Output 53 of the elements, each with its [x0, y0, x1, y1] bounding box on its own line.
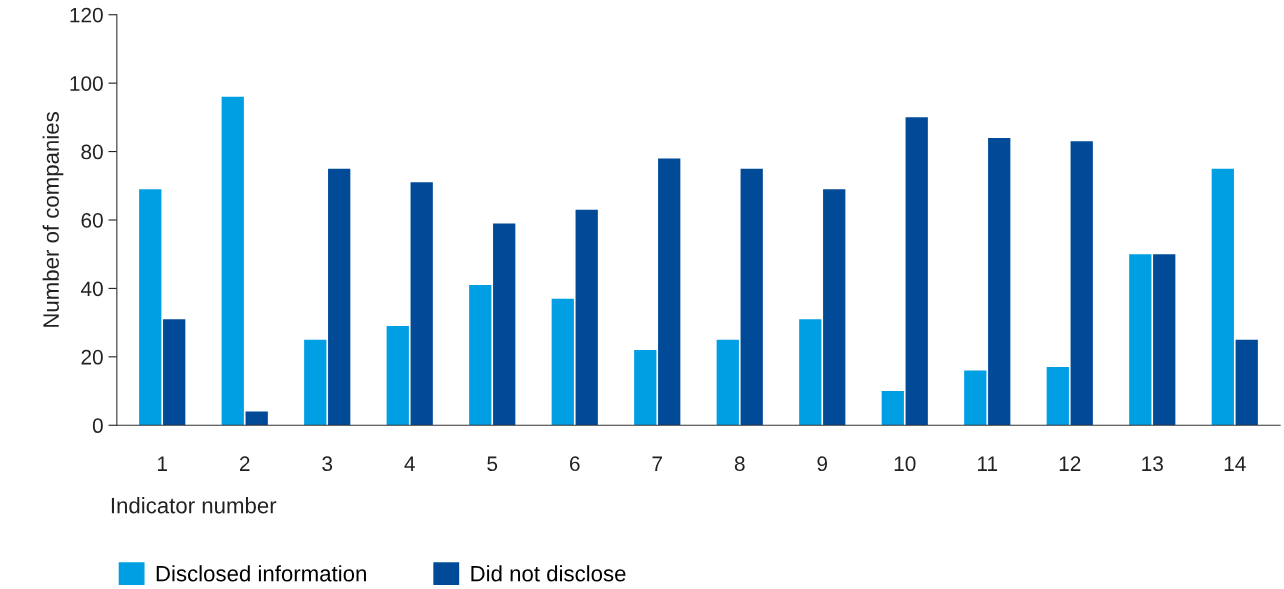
bar	[304, 339, 327, 426]
y-tick-label: 120	[70, 7, 103, 23]
x-tick-label: 13	[1142, 456, 1163, 472]
bar	[575, 209, 598, 426]
x-tick-label: 3	[322, 456, 333, 472]
x-tick-label: 12	[1059, 456, 1081, 471]
bar	[221, 96, 244, 426]
legend-label: Disclosed information	[156, 565, 366, 582]
bar	[881, 391, 904, 426]
bar	[823, 189, 846, 426]
x-tick-label: 14	[1224, 456, 1246, 471]
x-tick-label: 1	[158, 456, 167, 471]
x-tick-label: 8	[734, 456, 745, 472]
bar	[658, 158, 681, 426]
bar	[1046, 367, 1069, 426]
x-tick-label: 4	[404, 456, 415, 471]
bar	[1235, 339, 1258, 426]
x-axis-title: Indicator number	[111, 497, 277, 514]
bar	[799, 319, 822, 426]
bar	[964, 370, 987, 426]
y-tick-label: 80	[81, 144, 103, 160]
bar	[493, 223, 516, 426]
y-tick-label: 60	[81, 212, 103, 228]
bar	[163, 319, 186, 426]
bar	[410, 182, 433, 426]
x-tick-label: 6	[570, 456, 580, 472]
y-axis-title: Number of companies	[42, 112, 64, 327]
bar	[1070, 141, 1093, 426]
bar	[328, 168, 351, 426]
bar	[716, 339, 739, 426]
bar	[634, 349, 657, 426]
y-tick-label: 100	[70, 76, 103, 91]
bar	[1153, 254, 1176, 426]
x-tick-label: 5	[487, 456, 498, 472]
bar	[139, 189, 162, 426]
x-tick-label: 9	[817, 456, 828, 472]
bar	[551, 298, 574, 426]
bar	[1211, 168, 1234, 426]
bar	[386, 326, 409, 426]
bar	[245, 411, 268, 426]
bar	[905, 117, 928, 426]
y-tick-label: 0	[92, 418, 103, 434]
y-tick-label: 20	[81, 349, 103, 365]
bar	[469, 284, 492, 426]
x-tick-label: 7	[652, 456, 662, 471]
bar	[1129, 254, 1152, 426]
x-tick-label: 10	[894, 456, 916, 472]
bar	[988, 137, 1011, 426]
y-tick-label: 40	[80, 281, 103, 297]
x-tick-label: 2	[239, 456, 250, 471]
bar	[740, 168, 763, 426]
legend-label: Did not disclose	[471, 565, 626, 582]
x-tick-label: 11	[978, 456, 998, 471]
